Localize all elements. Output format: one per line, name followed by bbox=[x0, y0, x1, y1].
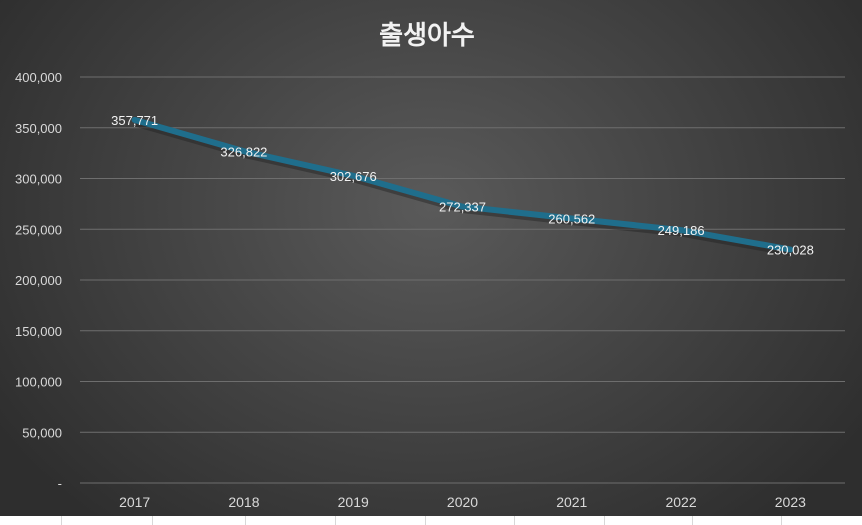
x-tick-label: 2019 bbox=[338, 494, 369, 510]
data-label: 302,676 bbox=[330, 169, 377, 184]
cell-border bbox=[781, 516, 782, 525]
cell-border bbox=[692, 516, 693, 525]
cell-border bbox=[514, 516, 515, 525]
data-label: 272,337 bbox=[439, 200, 486, 215]
cell-border bbox=[604, 516, 605, 525]
chart-title: 출생아수 bbox=[379, 21, 475, 51]
cell-border bbox=[245, 516, 246, 525]
x-axis-ticks: 2017 2018 2019 2020 2021 2022 2023 bbox=[119, 494, 806, 510]
x-tick-label: 2017 bbox=[119, 494, 150, 510]
y-tick-label: 200,000 bbox=[15, 273, 62, 288]
y-tick-label: 100,000 bbox=[15, 375, 62, 390]
cell-border bbox=[152, 516, 153, 525]
y-tick-label: 350,000 bbox=[15, 121, 62, 136]
y-tick-label: 150,000 bbox=[15, 324, 62, 339]
data-label: 326,822 bbox=[220, 144, 267, 159]
spreadsheet-strip bbox=[0, 516, 862, 525]
x-tick-label: 2020 bbox=[447, 494, 478, 510]
data-label: 249,186 bbox=[658, 223, 705, 238]
y-tick-label: 300,000 bbox=[15, 172, 62, 187]
gridlines bbox=[80, 76, 845, 484]
cell-border bbox=[335, 516, 336, 525]
data-label: 260,562 bbox=[548, 212, 595, 227]
series-line bbox=[131, 116, 794, 253]
data-labels: 357,771 326,822 302,676 272,337 260,562 249,1… bbox=[111, 113, 814, 258]
data-label: 230,028 bbox=[767, 243, 814, 258]
data-label: 357,771 bbox=[111, 113, 158, 128]
x-tick-label: 2021 bbox=[556, 494, 587, 510]
x-tick-label: 2018 bbox=[228, 494, 259, 510]
y-tick-label: - bbox=[58, 476, 62, 491]
y-tick-label: 250,000 bbox=[15, 222, 62, 237]
y-tick-label: 400,000 bbox=[15, 70, 62, 85]
x-tick-label: 2022 bbox=[665, 494, 696, 510]
cell-border bbox=[61, 516, 62, 525]
data-series-line bbox=[131, 116, 794, 256]
y-tick-label: 50,000 bbox=[22, 425, 62, 440]
x-tick-label: 2023 bbox=[775, 494, 806, 510]
y-axis-ticks: - 50,000 100,000 150,000 200,000 250,000 300,0… bbox=[15, 70, 62, 491]
cell-border bbox=[425, 516, 426, 525]
